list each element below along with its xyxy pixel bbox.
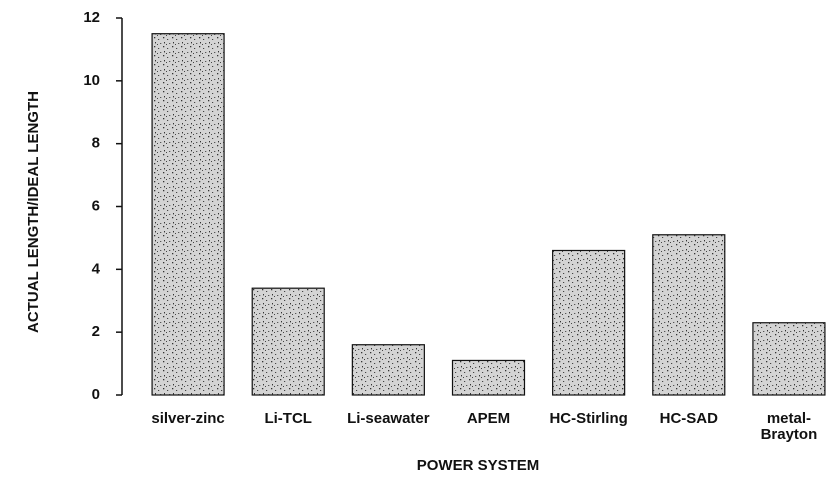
y-tick-label: 10 [83,72,100,89]
x-tick-label: silver-zinc [151,410,225,427]
bar-texture [251,287,325,396]
x-tick-label: HC-Stirling [549,410,628,427]
x-tick-label: Li-seawater [347,410,430,427]
x-axis-label: POWER SYSTEM [417,457,540,474]
y-axis-label: ACTUAL LENGTH/IDEAL LENGTH [25,91,42,333]
bar-texture [652,234,726,396]
bar-texture [351,344,425,396]
x-tick-label: HC-SAD [659,410,718,427]
y-tick-label: 8 [92,135,100,152]
y-tick-label: 2 [92,323,100,340]
bar-texture [552,249,626,396]
bar-texture [752,322,826,396]
x-tick-label: Li-TCL [264,410,312,427]
y-tick-label: 4 [92,260,101,277]
x-tick-label: metal-Brayton [760,410,818,443]
y-tick-label: 6 [92,197,100,214]
y-tick-label: 0 [92,386,100,403]
y-tick-label: 12 [83,9,100,26]
x-tick-label: APEM [466,410,511,427]
bar-texture [151,33,225,396]
bar-texture [451,359,526,396]
